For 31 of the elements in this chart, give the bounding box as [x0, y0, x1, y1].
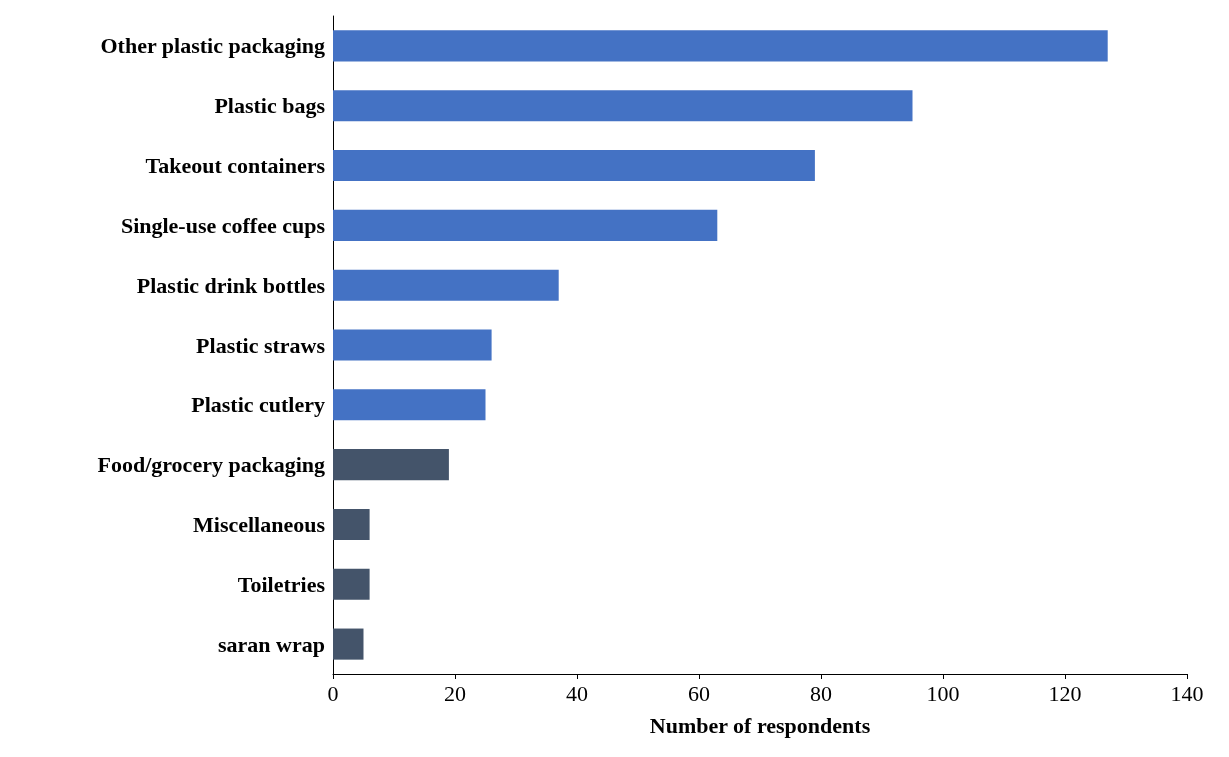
x-tick-label: 40 — [566, 680, 588, 706]
y-tick-label: Food/grocery packaging — [97, 452, 325, 478]
y-tick-label: saran wrap — [218, 631, 325, 657]
y-tick-label: Plastic straws — [196, 332, 326, 358]
x-tick-label: 140 — [1170, 680, 1204, 706]
y-tick-label: Takeout containers — [145, 153, 326, 179]
bar — [333, 30, 1108, 62]
x-tick-label: 100 — [926, 680, 960, 706]
x-tick-label: 120 — [1048, 680, 1082, 706]
y-tick-label: Other plastic packaging — [100, 33, 325, 59]
y-tick-label: Toiletries — [237, 571, 326, 597]
y-tick-label: Plastic cutlery — [191, 392, 325, 418]
y-tick-label: Plastic drink bottles — [136, 272, 326, 298]
x-tick-label: 80 — [810, 680, 832, 706]
x-tick-label: 0 — [327, 680, 339, 706]
bar — [333, 329, 492, 361]
y-tick-label: Miscellaneous — [193, 511, 326, 537]
y-tick-label: Single-use coffee cups — [120, 212, 326, 238]
x-axis-title: Number of respondents — [649, 712, 871, 738]
bar — [333, 209, 718, 241]
bar — [333, 628, 364, 660]
bar — [333, 568, 370, 600]
bar — [333, 269, 559, 301]
bar — [333, 149, 815, 182]
bar — [333, 508, 370, 541]
y-tick-label: Plastic bags — [214, 93, 326, 119]
bar — [333, 449, 449, 481]
bar — [333, 90, 913, 122]
x-tick-label: 60 — [688, 680, 710, 706]
bar — [333, 389, 486, 421]
x-tick-label: 20 — [444, 680, 466, 706]
